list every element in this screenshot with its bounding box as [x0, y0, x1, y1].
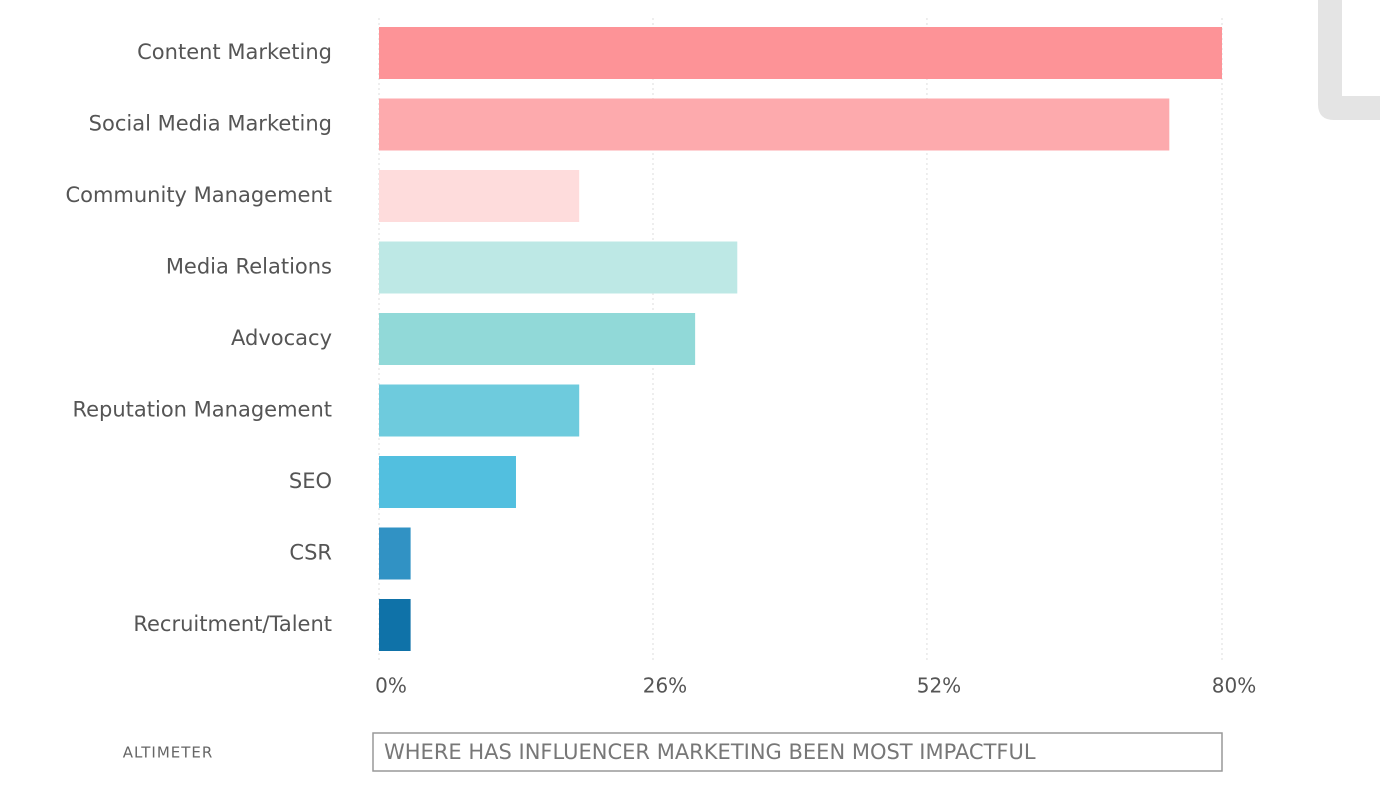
y-tick-label: Recruitment/Talent — [133, 612, 332, 636]
y-tick-label: Advocacy — [231, 326, 332, 350]
bar — [379, 384, 580, 437]
bars — [379, 27, 1222, 651]
y-tick-label: CSR — [289, 541, 332, 565]
bar — [379, 241, 738, 294]
bar — [379, 170, 580, 222]
x-tick-label: 80% — [1212, 674, 1256, 698]
bar — [379, 456, 516, 508]
bar — [379, 27, 1222, 79]
bar — [379, 313, 696, 365]
y-tick-label: Social Media Marketing — [89, 112, 332, 136]
caption-box — [372, 732, 1223, 772]
chart-caption: WHERE HAS INFLUENCER MARKETING BEEN MOST… — [384, 740, 1036, 764]
x-tick-label: 52% — [917, 674, 961, 698]
bar — [379, 599, 411, 651]
decor-frame — [1318, 0, 1380, 120]
y-tick-label: SEO — [289, 469, 332, 493]
y-tick-label: Community Management — [65, 183, 332, 207]
y-tick-label: Content Marketing — [137, 40, 332, 64]
brand: ALTIMETER — [123, 744, 214, 762]
x-tick-label: 26% — [643, 674, 687, 698]
bar — [379, 527, 411, 580]
y-tick-label: Media Relations — [166, 255, 332, 279]
y-tick-label: Reputation Management — [72, 398, 332, 422]
x-tick-label: 0% — [375, 674, 407, 698]
bar — [379, 98, 1170, 151]
